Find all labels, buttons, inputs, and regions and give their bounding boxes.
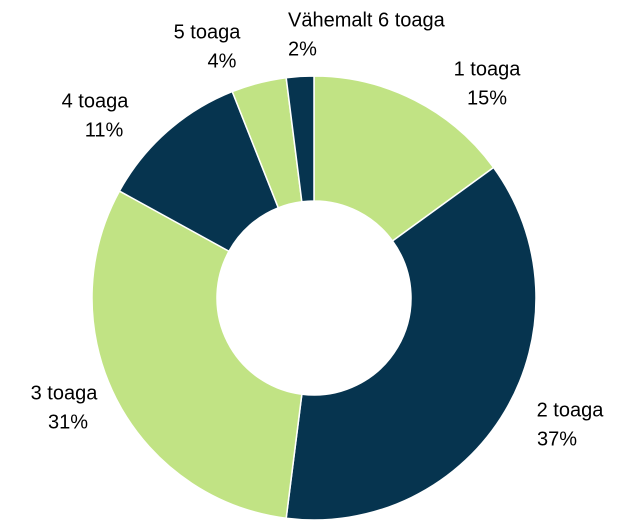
donut-slice xyxy=(285,166,537,520)
slice-value-label: 37% xyxy=(537,428,577,450)
slice-category-label: 5 toaga xyxy=(174,21,242,43)
slice-category-label: 3 toaga xyxy=(31,382,99,404)
slice-value-label: 2% xyxy=(288,38,317,60)
donut-slice xyxy=(91,190,303,520)
slice-category-label: Vähemalt 6 toaga xyxy=(288,9,446,31)
slice-category-label: 2 toaga xyxy=(537,399,605,421)
slice-value-label: 31% xyxy=(48,411,88,433)
slice-category-label: 1 toaga xyxy=(454,58,522,80)
slice-value-label: 15% xyxy=(467,87,507,109)
slice-value-label: 4% xyxy=(208,50,237,72)
donut-slice xyxy=(285,75,315,203)
slice-value-label: 11% xyxy=(85,119,124,141)
slice-category-label: 4 toaga xyxy=(62,90,130,112)
